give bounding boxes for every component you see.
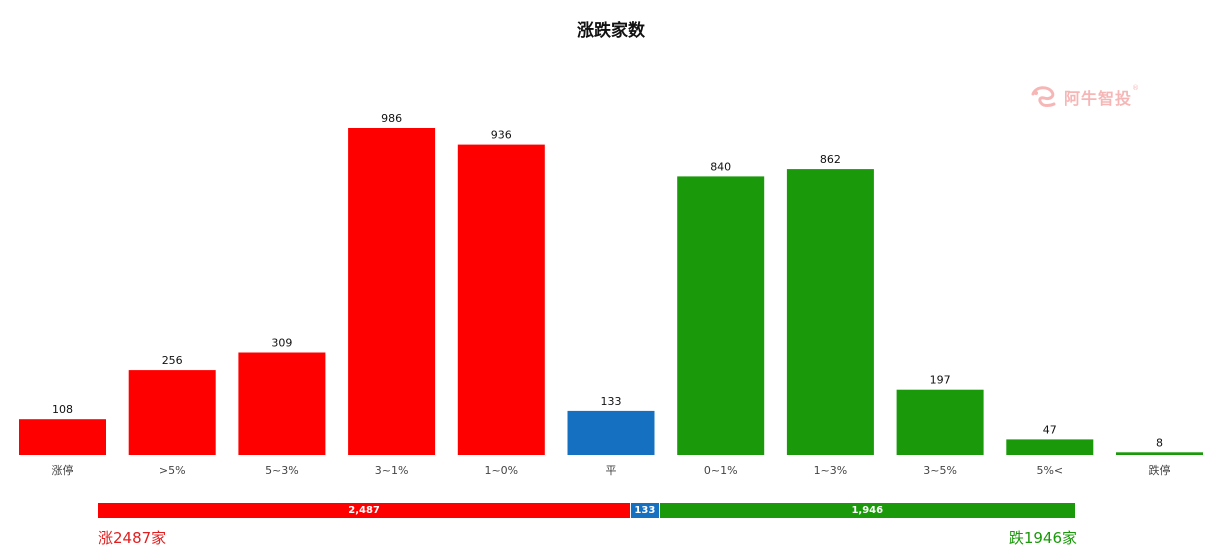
up-count-summary: 涨2487家 [98,529,167,547]
category-label-10: 跌停 [1149,463,1171,477]
value-label-7: 862 [820,153,841,166]
bar-0 [19,419,106,455]
watermark-reg-mark: ® [1132,84,1140,92]
down-count-summary: 跌1946家 [1008,529,1077,547]
value-label-0: 108 [52,403,73,416]
value-label-8: 197 [930,374,951,387]
bar-7 [786,169,874,455]
category-label-3: 3~1% [375,464,409,477]
category-label-1: >5% [159,464,186,477]
value-label-4: 936 [491,129,512,142]
bar-9 [1006,439,1094,455]
bar-3 [348,128,436,455]
category-label-9: 5%< [1036,464,1063,477]
chart-title: 涨跌家数 [577,21,645,41]
value-label-3: 986 [381,112,402,125]
category-labels-layer: 涨停 >5% 5~3% 3~1% 1~0% 平 0~1% 1~3% 3~5% 5%< 跌停 [52,463,1171,477]
category-label-8: 3~5% [923,464,957,477]
value-label-10: 8 [1156,436,1163,449]
bar-4 [457,144,545,455]
value-label-1: 256 [162,354,183,367]
bar-6 [677,176,765,455]
category-label-2: 5~3% [265,464,299,477]
bar-2 [238,352,326,455]
watermark-logo: 阿牛智投 ® [1030,82,1150,112]
value-label-5: 133 [601,395,622,408]
category-label-0: 涨停 [52,463,74,477]
bull-logo-icon [1031,86,1056,107]
watermark-text: 阿牛智投 [1064,89,1133,108]
bar-chart: 108 256 309 986 936 133 840 862 197 47 8 涨停 >5% 5~3%… [19,112,1203,477]
summary-segment-up: 2,487 [98,503,631,518]
summary-segment-down: 1,946 [658,503,1075,518]
category-label-6: 0~1% [704,464,738,477]
value-labels-layer: 108 256 309 986 936 133 840 862 197 47 8 [52,112,1163,449]
bar-1 [128,370,216,455]
category-label-4: 1~0% [484,464,518,477]
value-label-9: 47 [1043,423,1057,436]
summary-bar: 2,487 133 1,946 [98,503,1075,518]
summary-segment-flat: 133 [630,503,659,518]
bar-8 [896,389,984,455]
value-label-2: 309 [271,337,292,350]
bar-5 [567,410,655,455]
category-label-5: 平 [606,464,617,477]
bar-10 [1116,452,1203,455]
value-label-6: 840 [710,160,731,173]
bars-layer [19,128,1203,455]
category-label-7: 1~3% [814,464,848,477]
